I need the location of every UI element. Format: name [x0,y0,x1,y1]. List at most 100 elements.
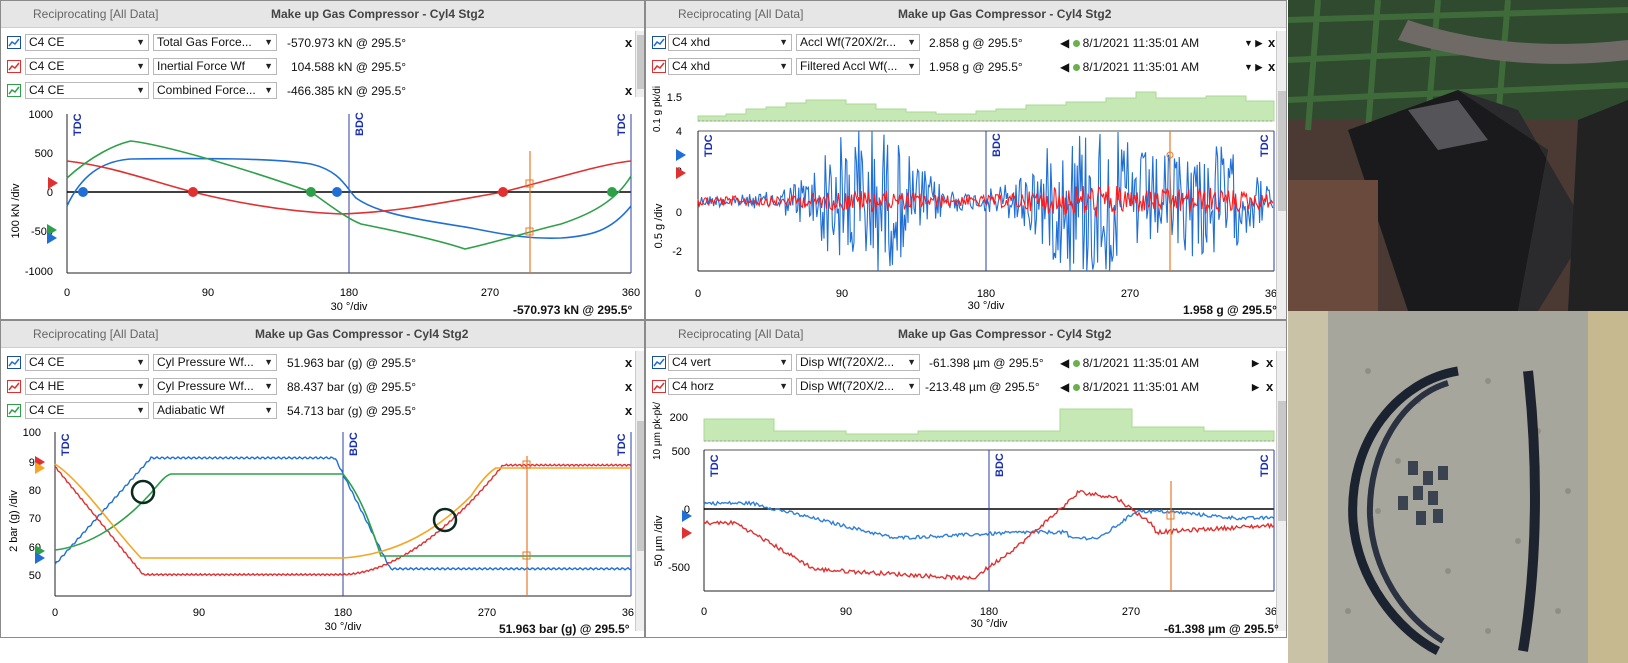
measurement-select[interactable]: Accl Wf(720X/2r... ▼ [796,34,920,51]
blue-reference-arrow-icon[interactable] [676,149,686,161]
panel-source[interactable]: Reciprocating [All Data] [33,327,159,341]
acceleration-plot[interactable]: 0.1 g pk/di 1.5 0.5 g /div 4 2 0 -2 TDC … [646,81,1276,319]
timestamp-dropdown-button[interactable]: ▼ ▶ [1244,62,1263,72]
location-select[interactable]: C4 CE ▼ [25,58,149,75]
remove-trace-button[interactable]: x [625,83,633,98]
location-select[interactable]: C4 CE ▼ [25,402,149,419]
timestamp-selector[interactable]: ◀ 8/1/2021 11:35:01 AM [1060,380,1200,394]
location-select[interactable]: C4 CE ▼ [25,354,149,371]
y-axis-label: 2 bar (g) /div [8,490,20,552]
green-reference-arrow-icon[interactable] [47,224,57,236]
trace-color-icon[interactable] [7,356,21,369]
blue-reference-arrow-icon[interactable] [47,232,57,244]
legend-row: C4 vert ▼ Disp Wf(720X/2... ▼ -61.398 µm @… [646,352,1276,374]
top-y-tick: 1.5 [667,92,682,104]
displacement-plot[interactable]: 10 µm pk-pk/ 200 50 µm /div 500 0 -500 T… [646,401,1276,637]
measurement-select[interactable]: Disp Wf(720X/2... ▼ [796,378,920,395]
panel-title: Make up Gas Compressor - Cyl4 Stg2 [898,327,1112,341]
legend-scrollbar[interactable] [635,351,644,631]
remove-trace-button[interactable]: x [1268,59,1276,74]
measurement-select[interactable]: Disp Wf(720X/2... ▼ [796,354,920,371]
status-dot-icon [1072,40,1080,47]
trace-color-icon[interactable] [7,380,21,393]
red-reference-arrow-icon[interactable] [48,177,58,189]
measurement-select[interactable]: Cyl Pressure Wf... ▼ [153,354,277,371]
cursor-readout: 51.963 bar (g) @ 295.5° [499,622,630,636]
legend-scrollbar[interactable] [1276,31,1286,319]
y-tick: 4 [676,126,682,138]
y-tick: 80 [29,485,41,497]
series-accel [697,130,1274,272]
measurement-select[interactable]: Adiabatic Wf ▼ [153,402,277,419]
force-panel: Reciprocating [All Data] Make up Gas Com… [0,0,645,320]
red-reference-arrow-icon[interactable] [682,527,692,539]
legend-scrollbar[interactable] [1276,351,1286,631]
timestamp-dropdown-button[interactable]: ▼ ▶ [1244,38,1263,48]
annotation-circle-icon [432,507,458,533]
x-tick: 180 [340,287,358,299]
location-select[interactable]: C4 xhd ▼ [668,34,792,51]
location-select[interactable]: C4 horz ▼ [668,378,792,395]
x-tick: 360 [1265,288,1276,300]
location-select[interactable]: C4 vert ▼ [668,354,792,371]
crosshead-guide-photo [1288,0,1628,311]
top-y-axis-label: 10 µm pk-pk/ [652,402,663,460]
measurement-select[interactable]: Total Gas Force... ▼ [153,34,277,51]
legend-row: C4 CE ▼ Combined Force... ▼ -466.385 kN @ … [1,80,641,102]
location-select[interactable]: C4 CE ▼ [25,34,149,51]
orange-reference-arrow-icon[interactable] [35,462,45,474]
remove-trace-button[interactable]: x [625,355,633,370]
timestamp-nav-button[interactable]: ▶ [1252,358,1259,368]
measurement-select[interactable]: Filtered Accl Wf(... ▼ [796,58,920,75]
x-tick: 270 [481,287,499,299]
blue-reference-arrow-icon[interactable] [35,552,45,564]
trace-color-icon[interactable] [652,356,666,369]
timestamp-selector[interactable]: ◀ 8/1/2021 11:35:01 AM [1060,36,1200,50]
location-select[interactable]: C4 CE ▼ [25,82,149,99]
cursor-value: 2.858 g @ 295.5° [929,36,1023,50]
panel-source[interactable]: Reciprocating [All Data] [678,7,804,21]
trace-color-icon[interactable] [7,36,21,49]
measurement-select[interactable]: Cyl Pressure Wf... ▼ [153,378,277,395]
measurement-select[interactable]: Combined Force... ▼ [153,82,277,99]
cursor-value: 54.713 bar (g) @ 295.5° [287,404,417,418]
timestamp-selector[interactable]: ◀ 8/1/2021 11:35:01 AM [1060,60,1200,74]
x-tick: 270 [1121,288,1139,300]
legend-row: C4 horz ▼ Disp Wf(720X/2... ▼ -213.48 µm @… [646,376,1276,398]
trace-color-icon[interactable] [7,404,21,417]
pressure-plot[interactable]: 2 bar (g) /div 100 90 80 70 60 50 TDC BD… [1,426,634,638]
timestamp-nav-button[interactable]: ▶ [1252,382,1259,392]
location-select[interactable]: C4 HE ▼ [25,378,149,395]
trace-color-icon[interactable] [652,380,666,393]
trace-color-icon[interactable] [652,36,666,49]
x-axis-label: 30 °/div [325,621,362,633]
trace-color-icon[interactable] [652,60,666,73]
trace-color-icon[interactable] [7,84,21,97]
remove-trace-button[interactable]: x [625,35,633,50]
cursor-value: 88.437 bar (g) @ 295.5° [287,380,417,394]
legend-row: C4 xhd ▼ Filtered Accl Wf(... ▼ 1.958 g @ … [646,56,1276,78]
panel-title: Make up Gas Compressor - Cyl4 Stg2 [271,7,485,21]
panel-header: Reciprocating [All Data] Make up Gas Com… [1,1,644,28]
red-reference-arrow-icon[interactable] [676,167,686,179]
series-combined-force [66,140,632,250]
remove-trace-button[interactable]: x [1266,379,1274,394]
measurement-select[interactable]: Inertial Force Wf ▼ [153,58,277,75]
timestamp-selector[interactable]: ◀ 8/1/2021 11:35:01 AM [1060,356,1200,370]
remove-trace-button[interactable]: x [625,403,633,418]
location-select[interactable]: C4 xhd ▼ [668,58,792,75]
trace-color-icon[interactable] [7,60,21,73]
x-tick: 0 [695,288,701,300]
y-tick: 500 [672,446,690,458]
bdc-marker: BDC [994,453,1006,477]
remove-trace-button[interactable]: x [625,379,633,394]
status-dot-icon [1072,360,1080,367]
panel-source[interactable]: Reciprocating [All Data] [678,327,804,341]
y-tick: -1000 [25,266,53,278]
blue-reference-arrow-icon[interactable] [682,510,692,522]
panel-source[interactable]: Reciprocating [All Data] [33,7,159,21]
legend-scrollbar[interactable] [635,31,644,97]
remove-trace-button[interactable]: x [1268,35,1276,50]
remove-trace-button[interactable]: x [1266,355,1274,370]
force-plot[interactable]: 100 kN /div 1000 500 0 -500 -1000 TDC BD… [1,106,644,316]
